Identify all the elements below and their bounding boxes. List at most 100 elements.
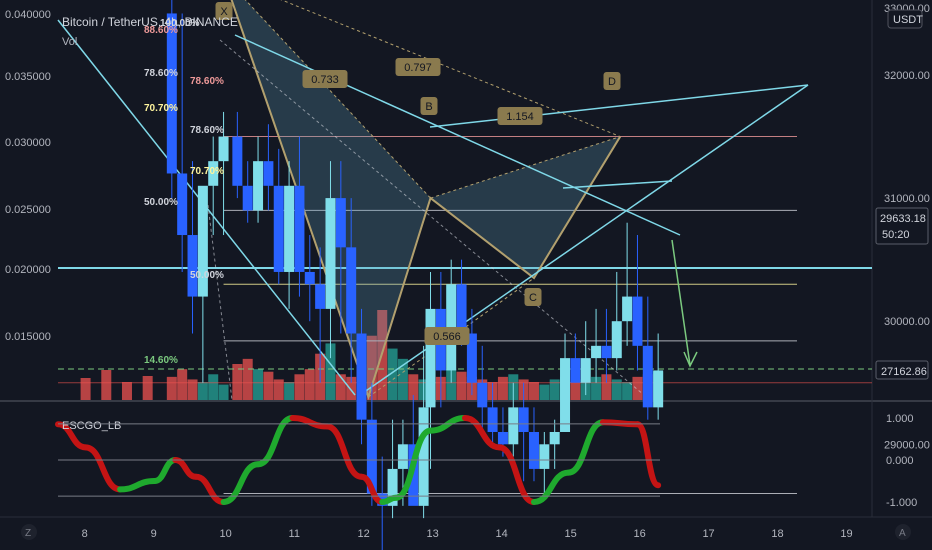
- volume-bar: [263, 371, 274, 400]
- auto-scale-button[interactable]: [895, 524, 911, 540]
- candle-body: [187, 235, 198, 297]
- volume-bar: [601, 374, 612, 400]
- candle-body: [642, 345, 653, 408]
- candle-body: [284, 185, 295, 272]
- pattern-ratio-label: 1.154: [506, 111, 534, 123]
- pattern-point-c-bg: [524, 288, 542, 306]
- time-axis-tick: 12: [358, 528, 370, 540]
- volume-bar: [456, 371, 467, 400]
- left-axis-tick: 0.030000: [5, 137, 51, 149]
- pattern-point-d: D: [608, 76, 616, 88]
- time-axis-tick: 9: [151, 528, 157, 540]
- volume-bar: [446, 369, 457, 400]
- pattern-point-c: C: [529, 292, 537, 304]
- left-price-axis: 0.040000 0.035000 0.030000 0.025000 0.020000…: [5, 9, 51, 343]
- projection-arrow-head: [683, 351, 698, 368]
- pattern-ratio-label: 0.797: [404, 62, 432, 74]
- currency-badge[interactable]: USDT: [893, 14, 923, 26]
- oscillator-segment: [117, 478, 158, 493]
- volume-bar: [528, 382, 539, 400]
- target-price-tag-bg: [875, 360, 929, 380]
- right-axis-tick: 32000.00: [884, 70, 930, 82]
- symbol-title[interactable]: Bitcoin / TetherUS, 4h, BINANCE: [62, 15, 238, 29]
- zoom-button-label: Z: [25, 528, 31, 539]
- oscillator-pane[interactable]: [0, 402, 872, 516]
- candle-body: [232, 136, 243, 186]
- volume-bar: [101, 370, 112, 400]
- candle-body: [273, 185, 284, 272]
- candle-body: [418, 407, 429, 506]
- candle-body: [346, 247, 357, 334]
- volume-bar: [632, 376, 643, 400]
- zoom-button[interactable]: [21, 524, 37, 540]
- candle-body: [315, 284, 326, 309]
- candle-body: [387, 468, 398, 506]
- oscillator-segment: [192, 473, 227, 505]
- fib-label: 100.00%: [160, 18, 200, 29]
- target-price-tag: 27162.86: [881, 366, 927, 378]
- oscillator-segment: [82, 444, 124, 493]
- pattern-ratio-line: [280, 0, 621, 138]
- indicator-name[interactable]: ESCGO_LB: [62, 420, 121, 432]
- volume-bar: [335, 374, 346, 400]
- pattern-point-x: X: [220, 6, 228, 18]
- oscillator-segment: [324, 423, 365, 480]
- time-axis-tick: 8: [82, 528, 88, 540]
- volume-bar: [121, 382, 132, 400]
- candle-body: [549, 431, 560, 445]
- volume-bar: [197, 382, 208, 400]
- time-axis-tick: 10: [220, 528, 232, 540]
- candle-body: [497, 431, 508, 445]
- time-axis-tick: 19: [840, 528, 852, 540]
- volume-bar: [208, 374, 219, 400]
- candle-body: [242, 185, 253, 211]
- oscillator-axis-tick: 0.000: [886, 455, 914, 467]
- fib-label: 70.70%: [190, 166, 224, 177]
- candle-body: [632, 296, 643, 346]
- fib-label: 50.00%: [190, 270, 224, 281]
- oscillator-segment: [496, 444, 537, 505]
- candle-body: [208, 161, 219, 186]
- auto-scale-button-label: A: [899, 528, 906, 539]
- pattern-ratio-label: 0.566: [433, 331, 461, 343]
- pattern-point-b-bg: [420, 97, 438, 115]
- projection-line: [207, 204, 233, 401]
- pattern-point-d-bg: [603, 72, 621, 90]
- candle-body: [366, 419, 377, 494]
- currency-badge-bg[interactable]: [887, 9, 923, 29]
- candle-body: [591, 345, 602, 359]
- volume-bar: [539, 384, 550, 400]
- oscillator-segment: [393, 427, 434, 501]
- right-axis-tick: 29000.00: [884, 439, 930, 451]
- candle-body: [253, 161, 264, 211]
- time-axis[interactable]: 8 9 10 11 12 13 14 15 16 17 18 19: [82, 528, 853, 540]
- candle-body: [539, 444, 550, 469]
- fib-label: 78.60%: [144, 68, 178, 79]
- pattern-point-x-bg: [215, 2, 233, 20]
- volume-bar: [397, 358, 408, 400]
- fib-label: 88.60%: [144, 25, 178, 36]
- candle-body: [611, 321, 622, 359]
- oscillator-segment: [255, 415, 296, 468]
- candle-body: [456, 284, 467, 334]
- time-axis-tick: 13: [427, 528, 439, 540]
- right-axis-tick: 31000.00: [884, 193, 930, 205]
- fib-labels: 100.00%88.60% 78.60% 78.60% 70.70% 78.60% 70.…: [144, 18, 224, 366]
- candle-body: [487, 407, 498, 432]
- volume-bar: [549, 379, 560, 400]
- volume-bar: [166, 376, 177, 400]
- fib-label: 70.70%: [144, 103, 178, 114]
- volume-bar: [142, 376, 153, 400]
- oscillator-segment: [289, 415, 331, 430]
- candle-body: [335, 198, 346, 248]
- volume-bar: [346, 376, 357, 400]
- candle-body: [263, 161, 274, 186]
- candle-body: [325, 198, 336, 309]
- volume-bar: [232, 364, 243, 400]
- trend-line: [562, 180, 673, 189]
- candle-body: [177, 173, 188, 236]
- volume-bar: [304, 369, 315, 400]
- candle-body: [294, 185, 305, 272]
